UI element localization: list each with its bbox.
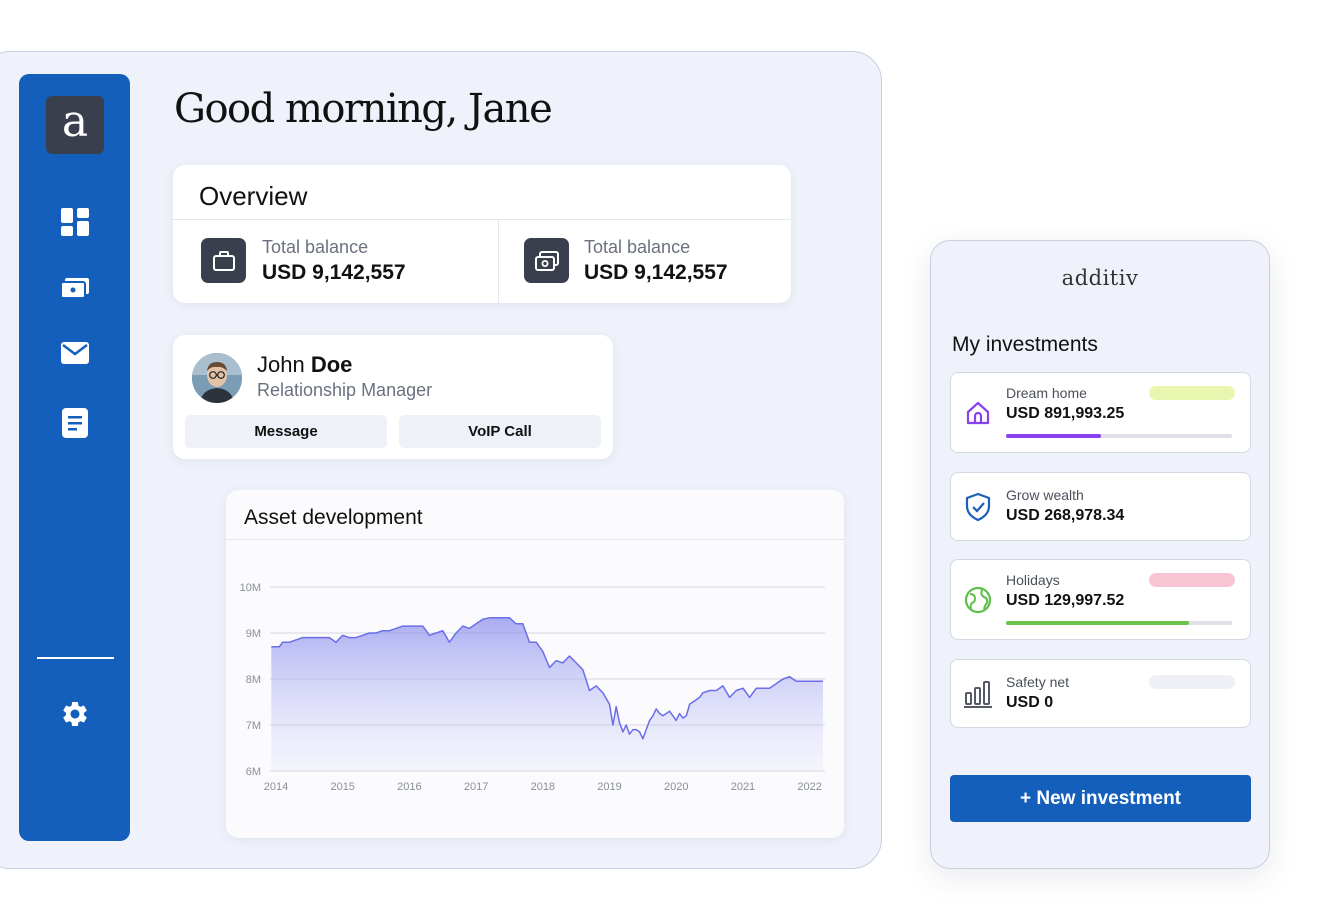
voip-call-button[interactable]: VoIP Call bbox=[399, 415, 601, 448]
gear-icon[interactable] bbox=[58, 697, 92, 731]
series-line bbox=[271, 617, 823, 740]
x-tick-label: 2015 bbox=[330, 781, 354, 793]
progress-fill bbox=[1006, 621, 1190, 625]
x-tick-label: 2020 bbox=[664, 781, 688, 793]
investment-tag bbox=[1149, 675, 1235, 689]
x-tick-label: 2018 bbox=[531, 781, 555, 793]
overview-card: Overview Total balance USD 9,142,557 Tot… bbox=[173, 165, 791, 303]
asset-development-title: Asset development bbox=[244, 506, 423, 529]
investment-card-safety-net[interactable]: Safety net USD 0 bbox=[950, 659, 1251, 728]
app-logo[interactable]: a bbox=[46, 96, 104, 154]
investment-name: Holidays bbox=[1006, 572, 1060, 588]
mail-icon[interactable] bbox=[58, 336, 92, 370]
avatar bbox=[192, 353, 242, 403]
bar-chart-icon bbox=[963, 679, 993, 709]
x-tick-label: 2017 bbox=[464, 781, 488, 793]
investment-value: USD 891,993.25 bbox=[1006, 405, 1125, 422]
wallet-icon[interactable] bbox=[58, 272, 92, 306]
relationship-manager-card: John Doe Relationship Manager Message Vo… bbox=[173, 335, 613, 459]
investment-card-dream-home[interactable]: Dream home USD 891,993.25 bbox=[950, 372, 1251, 453]
globe-icon bbox=[963, 585, 993, 615]
message-button[interactable]: Message bbox=[185, 415, 387, 448]
series-area bbox=[271, 617, 823, 771]
house-icon bbox=[963, 398, 993, 428]
total-balance-value: USD 9,142,557 bbox=[584, 261, 728, 284]
greeting-title: Good morning, Jane bbox=[174, 86, 553, 132]
new-investment-button[interactable]: + New investment bbox=[950, 775, 1251, 822]
manager-name: John Doe bbox=[257, 352, 353, 377]
overview-divider bbox=[173, 219, 791, 220]
overview-title: Overview bbox=[199, 181, 308, 211]
x-tick-label: 2022 bbox=[797, 781, 821, 793]
y-tick-label: 8M bbox=[246, 674, 261, 686]
sidebar: a bbox=[19, 74, 130, 841]
investment-card-grow-wealth[interactable]: Grow wealth USD 268,978.34 bbox=[950, 472, 1251, 541]
briefcase-icon bbox=[201, 238, 246, 283]
asset-chart: 6M 7M 8M 9M 10M 2014 2015 2016 2017 2018 2019 2020 2… bbox=[240, 582, 825, 793]
y-tick-label: 7M bbox=[246, 720, 261, 732]
total-balance-value: USD 9,142,557 bbox=[262, 261, 406, 284]
y-tick-label: 6M bbox=[246, 766, 261, 778]
money-icon bbox=[524, 238, 569, 283]
y-tick-label: 9M bbox=[246, 628, 261, 640]
shield-check-icon bbox=[963, 492, 993, 522]
investments-panel: additiv My investments Dream home USD 89… bbox=[930, 240, 1270, 869]
sidebar-divider bbox=[37, 657, 114, 659]
overview-column-divider bbox=[498, 220, 499, 303]
investment-name: Grow wealth bbox=[1006, 487, 1084, 503]
total-balance-label: Total balance bbox=[584, 237, 691, 257]
investment-tag bbox=[1149, 573, 1235, 587]
x-tick-label: 2019 bbox=[597, 781, 621, 793]
brand-logo: additiv bbox=[1061, 266, 1139, 290]
x-tick-label: 2014 bbox=[264, 781, 288, 793]
asset-divider bbox=[226, 539, 844, 540]
investment-card-holidays[interactable]: Holidays USD 129,997.52 bbox=[950, 559, 1251, 640]
progress-bar bbox=[1006, 621, 1232, 625]
my-investments-title: My investments bbox=[952, 333, 1098, 356]
progress-fill bbox=[1006, 434, 1101, 438]
document-icon[interactable] bbox=[58, 406, 92, 440]
asset-development-card: Asset development 6M 7M 8M 9M 10M 2014 2015 201… bbox=[226, 490, 844, 838]
investment-value: USD 129,997.52 bbox=[1006, 592, 1125, 609]
investment-value: USD 268,978.34 bbox=[1006, 507, 1125, 524]
total-balance-label: Total balance bbox=[262, 237, 369, 257]
x-tick-label: 2021 bbox=[731, 781, 755, 793]
investment-tag bbox=[1149, 386, 1235, 400]
progress-bar bbox=[1006, 434, 1232, 438]
x-tick-label: 2016 bbox=[397, 781, 421, 793]
investment-name: Safety net bbox=[1006, 674, 1070, 690]
investment-name: Dream home bbox=[1006, 385, 1087, 401]
manager-role: Relationship Manager bbox=[257, 380, 433, 400]
dashboard-icon[interactable] bbox=[58, 205, 92, 239]
investment-value: USD 0 bbox=[1006, 694, 1054, 711]
y-tick-label: 10M bbox=[240, 582, 261, 594]
